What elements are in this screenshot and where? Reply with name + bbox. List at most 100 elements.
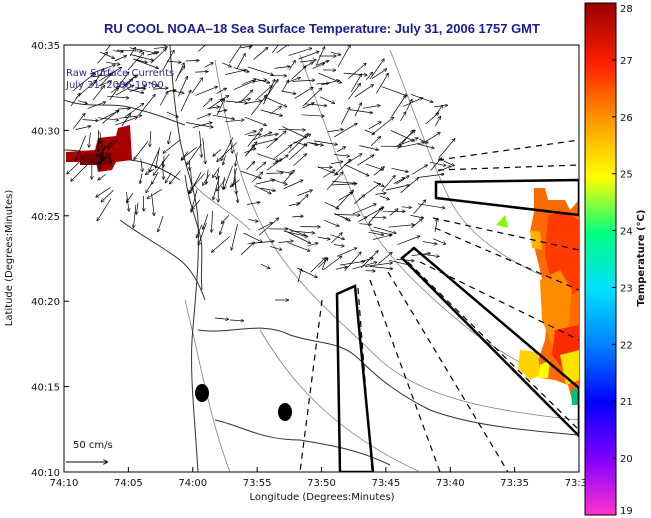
current-vector	[220, 221, 225, 235]
current-vector	[302, 88, 323, 107]
current-vector	[216, 87, 227, 94]
current-vector	[96, 187, 111, 197]
current-vector	[113, 51, 123, 52]
current-vector	[359, 258, 373, 263]
current-vector	[107, 95, 129, 98]
colorbar-tick-label: 20	[620, 454, 633, 465]
current-vector	[276, 45, 290, 54]
current-vector	[335, 190, 354, 209]
current-vector	[343, 72, 368, 75]
current-vector	[99, 72, 113, 87]
current-vector	[357, 155, 374, 166]
current-vector	[370, 136, 381, 147]
current-vector	[334, 154, 349, 157]
marker-north	[195, 384, 209, 402]
current-vector	[252, 132, 273, 141]
current-vector	[75, 135, 87, 162]
current-vector	[281, 80, 289, 92]
current-vector	[98, 174, 107, 180]
current-vector	[195, 86, 218, 96]
x-tick-label: 74:10	[50, 478, 79, 489]
y-axis: 40:10 40:15 40:20 40:25 40:30 40:35	[31, 41, 69, 479]
current-vector	[229, 45, 242, 64]
current-vector	[97, 52, 108, 64]
current-vector	[150, 130, 151, 147]
current-vector	[435, 116, 442, 127]
current-vector	[333, 159, 351, 176]
current-vector	[359, 224, 371, 225]
current-vector	[341, 107, 351, 124]
current-vector	[222, 62, 231, 67]
current-vector	[287, 231, 311, 244]
x-tick-label: 73:50	[307, 478, 336, 489]
current-vector	[134, 88, 146, 89]
current-vector	[419, 138, 428, 143]
current-vector	[331, 184, 358, 185]
current-vector	[256, 153, 279, 162]
x-axis: 74:10 74:05 74:00 73:55 73:50 73:45 73:40 73:35…	[50, 467, 593, 489]
current-vector	[133, 204, 137, 228]
colorbar-tick-label: 28	[620, 4, 633, 15]
current-vector	[188, 173, 205, 193]
x-tick-label: 74:05	[114, 478, 143, 489]
current-vector	[413, 200, 426, 215]
current-vector	[371, 117, 394, 135]
current-vector	[109, 153, 111, 163]
current-vector	[134, 141, 149, 160]
current-vector	[89, 65, 116, 75]
current-vector	[297, 190, 312, 196]
current-vector	[248, 219, 258, 221]
current-vector	[202, 138, 206, 164]
map-layer: Raw Surface Currents July 31, 2006 19:00…	[64, 45, 579, 472]
current-vector	[71, 164, 88, 181]
current-vector	[223, 176, 225, 190]
current-vector	[358, 183, 381, 200]
current-vector	[225, 70, 246, 75]
current-vector	[348, 63, 366, 79]
current-vector	[248, 134, 261, 135]
current-vector	[269, 106, 282, 115]
current-vector	[121, 113, 131, 127]
current-vector	[75, 126, 91, 130]
current-vector	[148, 81, 159, 87]
current-vector	[429, 161, 446, 166]
y-tick-label: 40:15	[31, 383, 60, 394]
raw-currents-label: Raw Surface Currents	[66, 68, 174, 79]
current-vector	[266, 173, 283, 174]
current-vector	[203, 213, 209, 229]
current-vector	[140, 173, 143, 184]
current-vector	[162, 50, 175, 71]
current-vector	[82, 120, 99, 121]
current-vector	[317, 236, 330, 239]
current-vector	[371, 69, 387, 79]
current-vector	[330, 234, 345, 240]
current-vector	[273, 145, 292, 160]
current-vector	[202, 98, 212, 108]
current-vector	[124, 103, 144, 118]
current-vector	[235, 152, 238, 166]
current-vector	[296, 195, 308, 206]
current-vector	[366, 72, 372, 81]
y-axis-label: Latitude (Degrees:Minutes)	[4, 190, 15, 327]
current-vector	[105, 45, 112, 52]
current-vector	[258, 222, 272, 231]
current-vector	[115, 117, 137, 126]
current-vector	[127, 52, 144, 71]
current-vector	[358, 217, 368, 223]
current-vector	[274, 66, 290, 69]
current-vector	[255, 162, 266, 171]
current-vector	[381, 86, 408, 96]
raw-currents-date: July 31, 2006 19:00	[65, 80, 164, 91]
current-vector	[191, 169, 193, 191]
current-vector	[334, 215, 361, 216]
current-vector	[278, 241, 293, 243]
current-vector	[283, 230, 308, 237]
current-vector	[349, 109, 373, 113]
current-vector	[165, 172, 172, 184]
colorbar-tick-label: 27	[620, 56, 633, 67]
current-vector	[337, 45, 351, 68]
current-vector	[115, 85, 134, 96]
current-vector	[252, 80, 267, 83]
current-vector	[327, 129, 343, 133]
current-vector	[335, 267, 348, 270]
